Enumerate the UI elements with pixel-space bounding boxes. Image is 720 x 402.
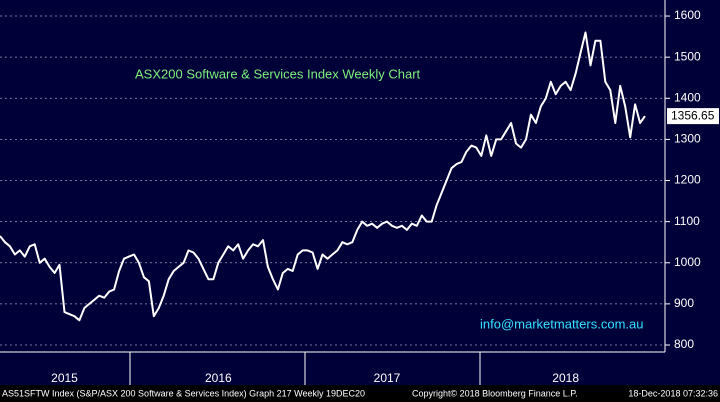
chart-title: ASX200 Software & Services Index Weekly … [135, 66, 421, 81]
background [0, 0, 720, 385]
y-tick-label: 1000 [674, 255, 701, 269]
y-tick-label: 1500 [674, 49, 701, 63]
x-tick-label: 2015 [51, 371, 78, 385]
x-tick-label: 2016 [205, 371, 232, 385]
x-tick-label: 2017 [374, 371, 401, 385]
y-tick-label: 1300 [674, 132, 701, 146]
last-value-label: 1356.65 [671, 108, 715, 122]
y-tick-label: 1400 [674, 90, 701, 104]
last-value-box [667, 108, 719, 125]
y-tick-label: 1600 [674, 8, 701, 22]
footer-right: 18-Dec-2018 07:32:36 [628, 388, 718, 398]
y-tick-label: 1100 [674, 214, 700, 228]
price-line [0, 31, 646, 322]
x-tick-label: 2018 [552, 371, 579, 385]
footer-center: Copyright© 2018 Bloomberg Finance L.P. [412, 388, 578, 398]
footer-left: AS51SFTW Index (S&P/ASX 200 Software & S… [2, 388, 365, 398]
annotation: info@marketmatters.com.au [480, 316, 643, 331]
y-tick-label: 800 [674, 337, 694, 351]
y-tick-label: 1200 [674, 173, 701, 187]
y-tick-label: 900 [674, 296, 694, 310]
footer-band [0, 385, 720, 402]
